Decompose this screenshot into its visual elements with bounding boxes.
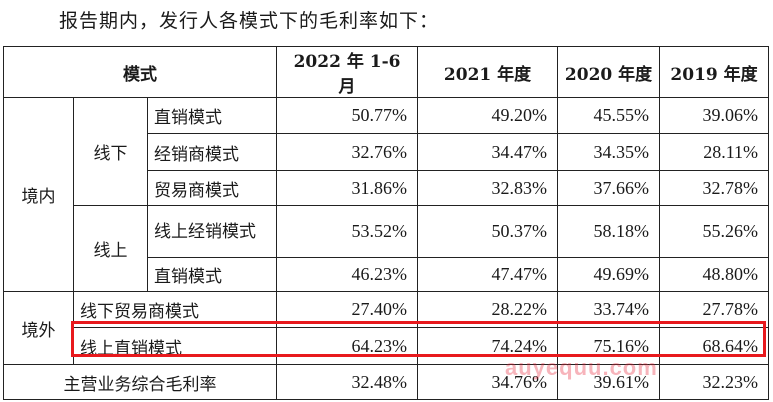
value-cell: 27.40% (276, 291, 419, 328)
header-2022h1: 2022 年 1-6 月 (276, 46, 419, 98)
total-label: 主营业务综合毛利率 (2, 364, 278, 400)
table-row: 直销模式 46.23% 47.47% 49.69% 48.80% (4, 257, 770, 292)
gross-margin-table: 模式 2022 年 1-6 月 2021 年度 2020 年度 2019 年度 … (2, 46, 770, 400)
row-label: 线上直销模式 (72, 327, 278, 365)
value-cell: 39.61% (557, 364, 661, 400)
row-label: 贸易商模式 (146, 170, 278, 206)
table-row: 贸易商模式 31.86% 32.83% 37.66% 32.78% (4, 170, 770, 206)
value-cell: 68.64% (659, 327, 770, 365)
value-cell: 50.37% (417, 205, 559, 258)
value-cell: 39.06% (659, 97, 770, 134)
value-cell: 45.55% (557, 97, 661, 134)
value-cell: 49.69% (557, 257, 661, 292)
subgroup-offline: 线下 (73, 97, 148, 206)
value-cell: 48.80% (659, 257, 770, 292)
value-cell: 31.86% (276, 170, 419, 206)
table-row: 境内 线下 直销模式 50.77% 49.20% 45.55% 39.06% (3, 97, 770, 292)
header-mode: 模式 (2, 46, 278, 98)
group-domestic: 境内 (3, 97, 74, 292)
group-overseas: 境外 (3, 291, 74, 365)
value-cell: 47.47% (417, 257, 559, 292)
table-row: 境外 线下贸易商模式 27.40% 28.22% 33.74% 27.78% (3, 291, 770, 365)
table-row: 经销商模式 32.76% 34.47% 34.35% 28.11% (4, 133, 770, 171)
header-2020: 2020 年度 (557, 46, 661, 98)
value-cell: 34.35% (557, 133, 661, 171)
value-cell: 27.78% (659, 291, 770, 328)
table-row-total: 主营业务综合毛利率 32.48% 34.76% 39.61% 32.23% (2, 364, 770, 400)
value-cell: 28.11% (659, 133, 770, 171)
header-2021: 2021 年度 (417, 46, 559, 98)
value-cell: 32.76% (276, 133, 419, 171)
table-row-highlighted: 线上直销模式 64.23% 74.24% 75.16% 68.64% (4, 327, 770, 365)
value-cell: 58.18% (557, 205, 661, 258)
value-cell: 49.20% (417, 97, 559, 134)
value-cell: 75.16% (557, 327, 661, 365)
value-cell: 37.66% (557, 170, 661, 206)
value-cell: 34.76% (417, 364, 559, 400)
table-row: 线上 线上经销模式 53.52% 50.37% 58.18% 55.26% (4, 205, 770, 292)
table-header-row: 模式 2022 年 1-6 月 2021 年度 2020 年度 2019 年度 (2, 46, 770, 98)
value-cell: 53.52% (276, 205, 419, 258)
row-label: 直销模式 (146, 97, 278, 134)
header-2019: 2019 年度 (659, 46, 770, 98)
subgroup-online: 线上 (73, 205, 148, 292)
intro-text: 报告期内，发行人各模式下的毛利率如下： (59, 10, 440, 32)
value-cell: 32.23% (659, 364, 770, 400)
row-label: 线上经销模式 (146, 205, 278, 258)
value-cell: 32.83% (417, 170, 559, 206)
value-cell: 64.23% (276, 327, 419, 365)
value-cell: 55.26% (659, 205, 770, 258)
value-cell: 46.23% (276, 257, 419, 292)
value-cell: 74.24% (417, 327, 559, 365)
value-cell: 28.22% (417, 291, 559, 328)
row-label: 线下贸易商模式 (72, 291, 278, 328)
value-cell: 32.78% (659, 170, 770, 206)
value-cell: 50.77% (276, 97, 419, 134)
row-label: 直销模式 (146, 257, 278, 292)
row-label: 经销商模式 (146, 133, 278, 171)
value-cell: 33.74% (557, 291, 661, 328)
value-cell: 32.48% (276, 364, 419, 400)
value-cell: 34.47% (417, 133, 559, 171)
